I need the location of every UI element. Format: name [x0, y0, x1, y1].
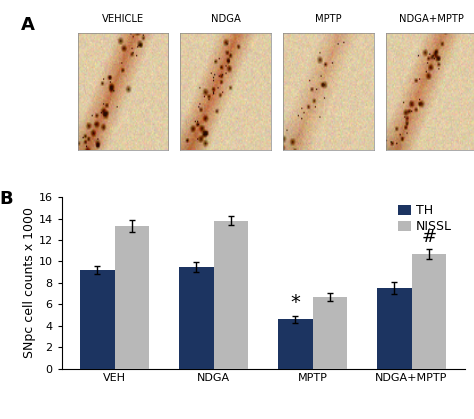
Text: NDGA: NDGA: [211, 14, 241, 24]
Bar: [115, 226, 149, 369]
Bar: [179, 267, 214, 369]
Text: #: #: [421, 228, 437, 246]
Text: B: B: [0, 190, 13, 208]
Y-axis label: SNpc cell counts x 1000: SNpc cell counts x 1000: [23, 207, 36, 358]
Bar: [312, 297, 347, 369]
Text: VEHICLE: VEHICLE: [102, 14, 144, 24]
Bar: [80, 270, 115, 369]
Text: A: A: [21, 16, 35, 34]
Bar: [278, 319, 312, 369]
Legend: TH, NISSL: TH, NISSL: [396, 202, 454, 236]
Text: NDGA+MPTP: NDGA+MPTP: [399, 14, 464, 24]
Text: MPTP: MPTP: [315, 14, 342, 24]
Bar: [377, 288, 411, 369]
Text: *: *: [290, 293, 300, 312]
Bar: [214, 221, 248, 369]
Bar: [411, 254, 446, 369]
